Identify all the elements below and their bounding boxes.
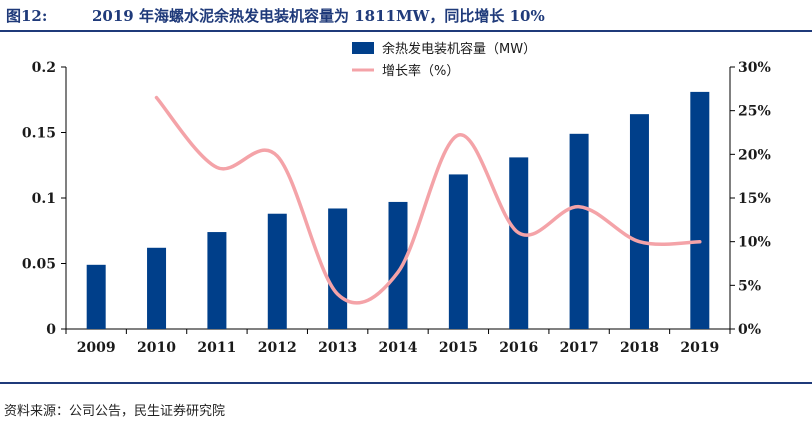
x-tick-label: 2015 bbox=[439, 340, 478, 356]
x-tick-label: 2009 bbox=[77, 340, 116, 356]
bar bbox=[86, 264, 106, 329]
growth-rate-line bbox=[154, 95, 702, 305]
figure-header: 图12: 2019 年海螺水泥余热发电装机容量为 1811MW，同比增长 10% bbox=[0, 0, 812, 30]
y-left-tick-label: 0 bbox=[46, 322, 56, 338]
y-right-tick-label: 10% bbox=[738, 235, 771, 251]
bottom-rule bbox=[0, 382, 812, 384]
bar bbox=[569, 133, 589, 329]
top-rule bbox=[0, 30, 812, 32]
x-tick-label: 2010 bbox=[137, 340, 176, 356]
legend-bar-swatch bbox=[352, 42, 374, 54]
y-left-tick-label: 0.1 bbox=[32, 191, 56, 207]
y-right-tick-label: 0% bbox=[738, 322, 761, 338]
x-tick-label: 2016 bbox=[499, 340, 538, 356]
bar bbox=[448, 174, 468, 329]
x-tick-label: 2017 bbox=[560, 340, 599, 356]
bar bbox=[147, 247, 167, 329]
x-tick-label: 2014 bbox=[379, 340, 418, 356]
y-right-tick-label: 5% bbox=[738, 278, 761, 294]
legend: 余热发电装机容量（MW） 增长率（%） bbox=[352, 41, 536, 79]
legend-line-label: 增长率（%） bbox=[382, 63, 459, 79]
bar bbox=[629, 114, 649, 329]
y-left-tick-label: 0.05 bbox=[22, 257, 56, 273]
x-tick-label: 2013 bbox=[318, 340, 357, 356]
y-left-tick-label: 0.2 bbox=[32, 60, 56, 76]
bar bbox=[388, 201, 408, 329]
x-tick-label: 2018 bbox=[620, 340, 659, 356]
figure-title: 2019 年海螺水泥余热发电装机容量为 1811MW，同比增长 10% bbox=[92, 7, 545, 25]
x-tick-label: 2011 bbox=[197, 340, 236, 356]
bar bbox=[267, 213, 287, 329]
y-left-tick-label: 0.15 bbox=[22, 126, 56, 142]
x-tick-label: 2019 bbox=[680, 340, 719, 356]
bar bbox=[509, 157, 529, 329]
bar bbox=[328, 208, 348, 329]
legend-bar-label: 余热发电装机容量（MW） bbox=[382, 41, 536, 57]
plot-area: 0 0.05 0.1 0.15 0.2 0% 5% 10% 15% 20% 25% 30% 2009 20… bbox=[22, 60, 771, 356]
y-right-tick-label: 30% bbox=[738, 60, 771, 76]
y-right-tick-label: 25% bbox=[738, 104, 771, 120]
source-note: 资料来源：公司公告，民生证券研究院 bbox=[4, 404, 226, 419]
x-tick-label: 2012 bbox=[258, 340, 297, 356]
chart: 余热发电装机容量（MW） 增长率（%） 0 0.05 0.1 0.15 0.2 0% 5% 1… bbox=[22, 41, 771, 356]
y-right-tick-label: 20% bbox=[738, 147, 771, 163]
figure-label: 图12: bbox=[6, 7, 48, 25]
bar bbox=[207, 232, 227, 329]
y-right-tick-label: 15% bbox=[738, 191, 771, 207]
bar bbox=[690, 91, 710, 329]
